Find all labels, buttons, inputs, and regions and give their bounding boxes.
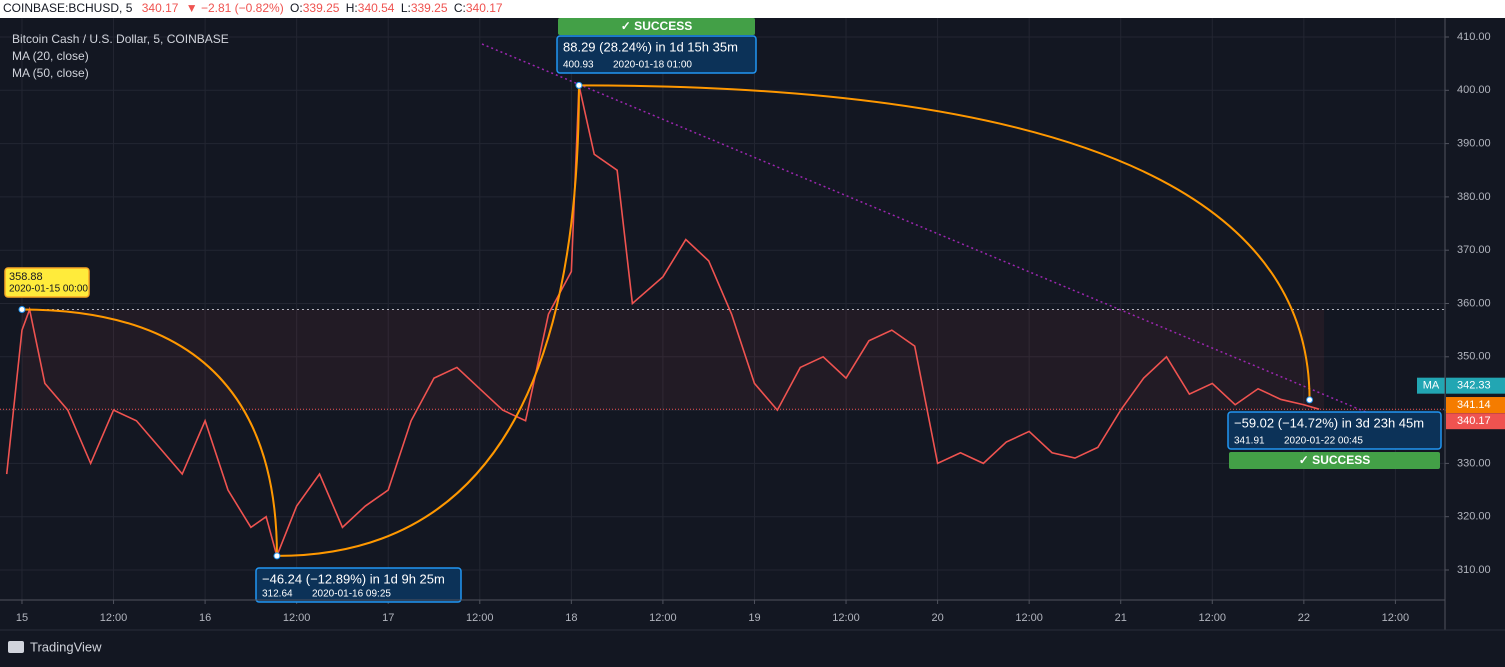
header-bar (0, 0, 1505, 18)
chart-title: Bitcoin Cash / U.S. Dollar, 5, COINBASE (12, 32, 229, 46)
date-text: 2020-01-18 01:00 (613, 60, 692, 71)
symbol: COINBASE:BCHUSD, 5 (3, 1, 133, 15)
last: 340.17 (142, 1, 179, 15)
status-banner (558, 18, 755, 35)
status-banner (1229, 452, 1440, 469)
date-text: 2020-01-15 00:00 (9, 284, 88, 295)
measure-arc (276, 85, 580, 557)
measure-arc (578, 84, 1311, 400)
ohlc-label: O: (290, 1, 303, 15)
indicator: MA (20, close) (12, 49, 89, 63)
x-tick-label: 12:00 (1382, 612, 1410, 624)
status-text: ✓ SUCCESS (1299, 453, 1370, 467)
price-text: 312.64 (262, 589, 293, 600)
price-tag-value: 341.14 (1457, 399, 1491, 411)
price-tag (1446, 413, 1505, 430)
x-tick-label: 18 (565, 612, 577, 624)
ohlc-label: H: (346, 1, 358, 15)
measure-text: −46.24 (−12.89%) in 1d 9h 25m (262, 571, 445, 586)
date-text: 2020-01-22 00:45 (1284, 436, 1363, 447)
anchor-point (273, 552, 281, 560)
plot: 310.00320.00330.00340.00350.00360.00370.… (0, 18, 1505, 624)
x-tick-label: 19 (748, 612, 760, 624)
y-tick-label: 350.00 (1457, 351, 1491, 363)
y-tick-label: 310.00 (1457, 564, 1491, 576)
ohlc-value: 340.17 (466, 1, 503, 15)
ohlc-value: 340.54 (358, 1, 395, 15)
y-tick-label: 400.00 (1457, 84, 1491, 96)
price-tag (1446, 377, 1505, 394)
price-tag-label: MA (1423, 380, 1440, 392)
annotation-box (4, 267, 90, 298)
y-tick-label: 330.00 (1457, 457, 1491, 469)
price-tag-label-bg (1417, 377, 1445, 394)
x-tick-label: 21 (1115, 612, 1127, 624)
x-tick-label: 12:00 (100, 612, 128, 624)
x-tick-label: 16 (199, 612, 211, 624)
brand: TradingView (30, 639, 102, 654)
measure-text: 88.29 (28.24%) in 1d 15h 35m (563, 39, 738, 54)
ohlc-label: C: (454, 1, 466, 15)
x-tick-label: 15 (16, 612, 28, 624)
annotation-box (556, 35, 757, 74)
y-tick-label: 410.00 (1457, 31, 1491, 43)
price-tag (1446, 397, 1505, 414)
price-tag-value: 342.33 (1457, 380, 1491, 392)
annotation-box (255, 567, 462, 603)
anchor-point (1306, 396, 1314, 404)
ohlc-value: 339.25 (411, 1, 448, 15)
logo (8, 641, 24, 653)
y-tick-label: 370.00 (1457, 244, 1491, 256)
y-tick-label: 390.00 (1457, 138, 1491, 150)
x-tick-label: 12:00 (283, 612, 311, 624)
price-text: 400.93 (563, 60, 594, 71)
ohlc-value: 339.25 (303, 1, 340, 15)
x-tick-label: 12:00 (1199, 612, 1227, 624)
trend-line (481, 43, 1386, 421)
header: COINBASE:BCHUSD, 5 340.17 ▼ −2.81 (−0.82… (3, 1, 503, 15)
y-tick-label: 380.00 (1457, 191, 1491, 203)
x-tick-label: 20 (931, 612, 943, 624)
date-text: 2020-01-16 09:25 (312, 589, 391, 600)
annotation-box (1227, 411, 1442, 450)
price-line (5, 85, 1320, 559)
x-tick-label: 22 (1298, 612, 1310, 624)
price-tag-value: 340.17 (1457, 415, 1491, 427)
y-tick-label: 360.00 (1457, 297, 1491, 309)
x-tick-label: 12:00 (832, 612, 860, 624)
anchor-point (575, 81, 583, 89)
price-text: 341.91 (1234, 436, 1265, 447)
price-text: 358.88 (9, 271, 43, 283)
ohlc-label: L: (401, 1, 411, 15)
status-text: ✓ SUCCESS (621, 19, 692, 33)
measure-arc (21, 308, 278, 556)
y-tick-label: 320.00 (1457, 511, 1491, 523)
x-tick-label: 12:00 (1015, 612, 1043, 624)
x-tick-label: 17 (382, 612, 394, 624)
anchor-point (18, 305, 26, 313)
measure-text: −59.02 (−14.72%) in 3d 23h 45m (1234, 415, 1424, 430)
change: ▼ −2.81 (−0.82%) (186, 1, 284, 15)
indicator: MA (50, close) (12, 66, 89, 80)
x-tick-label: 12:00 (466, 612, 494, 624)
range-region (21, 309, 1325, 410)
x-tick-label: 12:00 (649, 612, 677, 624)
